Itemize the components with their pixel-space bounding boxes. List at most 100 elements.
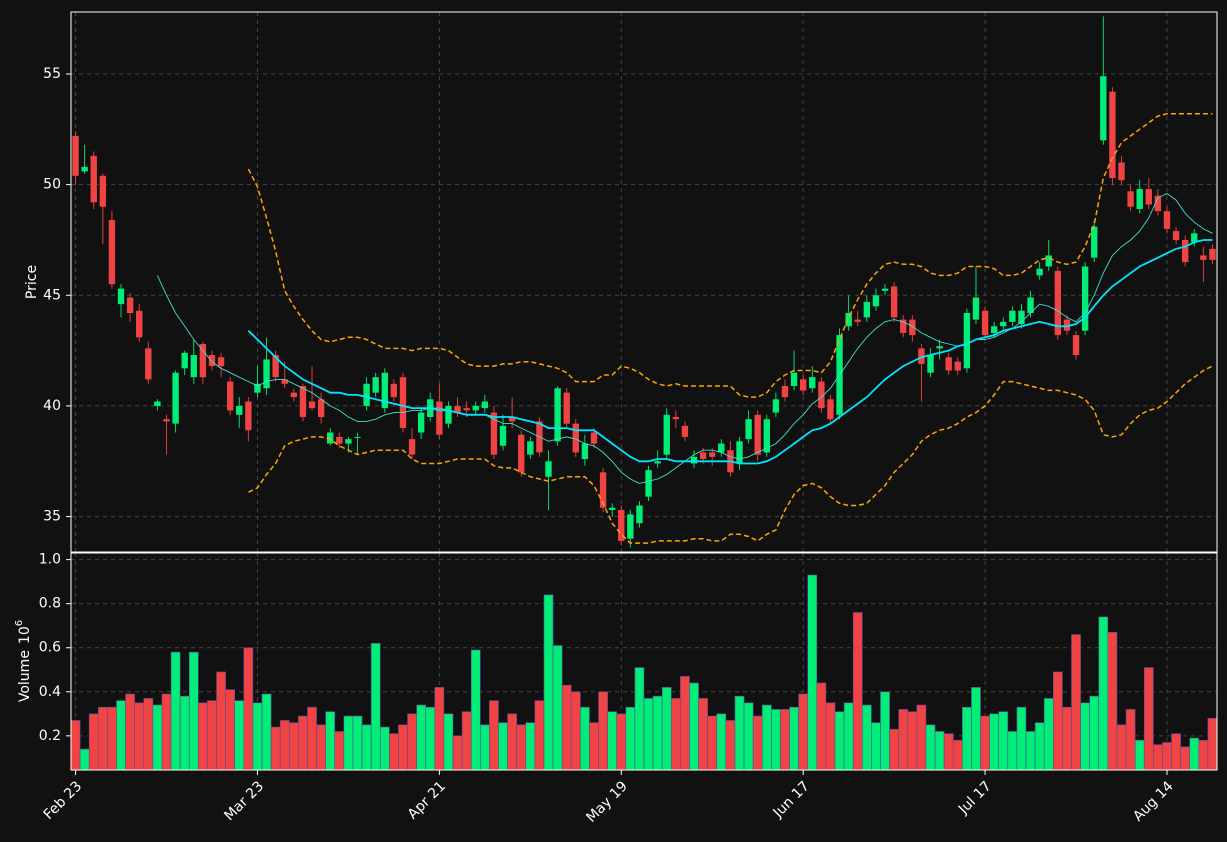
volume-bar — [188, 651, 199, 771]
volume-bar — [771, 709, 781, 771]
candle-body — [709, 452, 716, 457]
volume-bar — [1171, 733, 1181, 771]
volume-bar — [1062, 706, 1072, 771]
candle-body — [863, 301, 871, 318]
candle-body — [108, 220, 116, 285]
candle-body — [618, 509, 625, 541]
volume-bar — [425, 706, 436, 771]
candle-body — [172, 372, 179, 424]
candle-body — [527, 441, 534, 455]
volume-bar — [116, 700, 126, 771]
candle-body — [736, 441, 743, 464]
candle-body — [545, 461, 552, 477]
volume-scale-exponent: 6 — [14, 620, 25, 626]
candle-body — [845, 312, 852, 327]
candle-body — [145, 348, 152, 380]
candle-body — [763, 419, 770, 453]
volume-bar — [125, 693, 135, 771]
price-frame — [70, 11, 1218, 553]
volume-bar — [707, 715, 718, 771]
candle-body — [972, 297, 980, 320]
volume-bar — [898, 709, 909, 771]
candle-body — [745, 419, 752, 440]
volume-bar — [943, 733, 954, 771]
candle-body — [290, 392, 298, 398]
candle-body — [681, 425, 689, 437]
volume-bar — [225, 689, 236, 771]
candle-body — [718, 443, 725, 453]
candle-body — [590, 432, 598, 444]
volume-bar — [152, 704, 163, 771]
candle-body — [1054, 270, 1062, 336]
candle-body — [581, 443, 589, 460]
volume-bar — [452, 735, 463, 771]
volume-bar — [88, 713, 99, 771]
candle-body — [599, 472, 607, 508]
volume-bar — [398, 724, 408, 771]
volume-bar — [252, 702, 263, 771]
volume-bar — [1134, 739, 1145, 771]
volume-bar — [489, 700, 499, 771]
candle-body — [1191, 233, 1198, 243]
volume-bar — [1189, 737, 1200, 771]
volume-bar — [170, 651, 181, 771]
volume-bar — [1071, 634, 1081, 771]
candle-body — [1109, 91, 1116, 178]
candle-body — [1018, 310, 1025, 325]
candle-body — [554, 388, 561, 442]
volume-bar — [1080, 702, 1090, 771]
candle-body — [399, 377, 407, 429]
candle-body — [572, 423, 579, 453]
candle-body — [1172, 231, 1180, 240]
volume-bar — [479, 724, 490, 771]
volume-bar — [1089, 695, 1100, 771]
volume-bar — [752, 715, 763, 771]
volume-bar — [1125, 709, 1136, 771]
candle-body — [827, 399, 834, 420]
volume-bar — [1198, 739, 1209, 771]
volume-bar — [216, 671, 226, 771]
candle-body — [1045, 255, 1052, 267]
volume-bar — [861, 704, 872, 771]
volume-bar — [680, 676, 690, 771]
volume-bar — [343, 715, 354, 771]
candle-body — [881, 288, 889, 291]
volume-bar — [234, 700, 245, 771]
y-tick-label: 40 — [43, 398, 61, 414]
volume-label: Volume — [17, 650, 33, 702]
candle-body — [636, 505, 643, 524]
candle-body — [1072, 335, 1080, 356]
candle-body — [1127, 191, 1134, 207]
volume-bar — [552, 645, 563, 771]
volume-bar — [670, 698, 681, 771]
y-tick-label: 55 — [43, 66, 61, 82]
y-tick-label: 35 — [43, 509, 61, 525]
volume-bar — [907, 711, 918, 771]
y-tick-label: 45 — [43, 287, 61, 303]
volume-bar — [889, 728, 899, 771]
candle-body — [890, 286, 898, 318]
candle-body — [518, 434, 525, 473]
volume-bar — [261, 693, 272, 771]
candle-body — [463, 408, 470, 411]
candle-body — [190, 355, 197, 378]
candle-body — [872, 295, 880, 307]
candle-body — [918, 348, 925, 364]
volume-bar — [1162, 742, 1172, 771]
volume-bar — [407, 713, 417, 771]
volume-bar — [461, 711, 472, 771]
candle-body — [254, 383, 261, 393]
candle-body — [699, 452, 707, 460]
candle-body — [654, 461, 661, 464]
volume-bar — [1180, 746, 1191, 771]
y-tick-label: 0.2 — [39, 728, 61, 744]
candle-body — [672, 417, 680, 420]
volume-bar — [871, 722, 881, 771]
candle-body — [945, 357, 952, 371]
candle-body — [417, 412, 425, 433]
candle-body — [1200, 255, 1207, 260]
candle-body — [900, 319, 907, 333]
volume-bar — [107, 706, 117, 771]
